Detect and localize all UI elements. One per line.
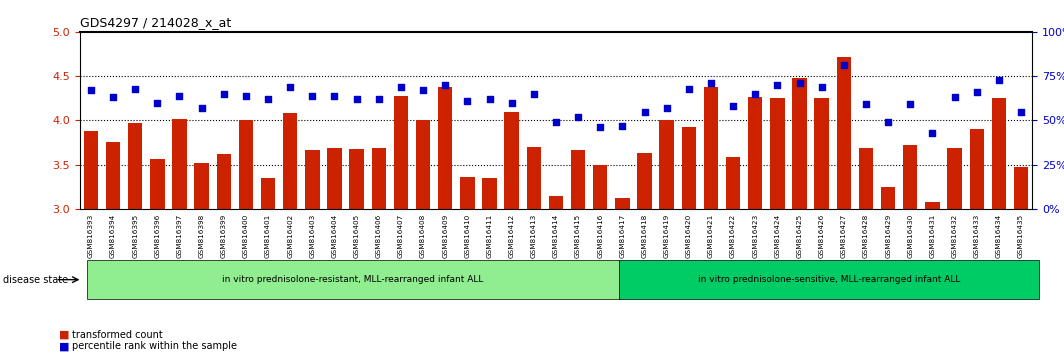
Point	[902, 102, 919, 107]
Bar	[549, 196, 563, 209]
Bar	[504, 112, 519, 209]
Bar	[637, 153, 652, 209]
Bar	[748, 97, 763, 209]
Point	[659, 105, 676, 111]
Point	[725, 103, 742, 109]
Point	[968, 89, 985, 95]
Bar	[438, 87, 452, 209]
Point	[282, 84, 299, 90]
Point	[459, 98, 476, 104]
Text: disease state: disease state	[3, 275, 68, 285]
Bar	[660, 120, 674, 209]
Point	[569, 114, 586, 120]
Bar	[703, 87, 718, 209]
Bar	[172, 120, 186, 209]
Bar	[1014, 167, 1028, 209]
Text: in vitro prednisolone-sensitive, MLL-rearranged infant ALL: in vitro prednisolone-sensitive, MLL-rea…	[698, 275, 960, 284]
Point	[946, 95, 963, 100]
Text: ■: ■	[59, 330, 69, 339]
Point	[436, 82, 453, 88]
Bar	[84, 131, 98, 209]
Bar	[859, 148, 874, 209]
Bar	[793, 78, 807, 209]
Point	[481, 96, 498, 102]
Bar	[238, 120, 253, 209]
Bar	[416, 120, 430, 209]
Bar	[261, 178, 276, 209]
Point	[215, 91, 232, 97]
Bar	[217, 154, 231, 209]
Bar	[615, 198, 630, 209]
Point	[702, 80, 719, 86]
Point	[791, 80, 808, 86]
Bar	[682, 127, 696, 209]
Point	[858, 102, 875, 107]
Point	[880, 119, 897, 125]
Bar	[593, 165, 608, 209]
Bar	[394, 96, 409, 209]
Point	[614, 123, 631, 129]
Bar	[105, 143, 120, 209]
Point	[370, 96, 387, 102]
Text: percentile rank within the sample: percentile rank within the sample	[72, 341, 237, 351]
Point	[237, 93, 254, 98]
Bar	[460, 177, 475, 209]
Point	[82, 87, 99, 93]
Point	[592, 125, 609, 130]
Point	[680, 86, 697, 91]
Bar	[527, 147, 541, 209]
Bar	[128, 123, 143, 209]
Text: GDS4297 / 214028_x_at: GDS4297 / 214028_x_at	[80, 16, 231, 29]
Bar	[195, 163, 209, 209]
Bar	[926, 202, 940, 209]
Point	[503, 100, 520, 105]
Point	[171, 93, 188, 98]
Bar	[305, 150, 319, 209]
Point	[326, 93, 343, 98]
Bar	[992, 98, 1007, 209]
Point	[924, 130, 941, 136]
Bar	[815, 98, 829, 209]
Bar	[349, 149, 364, 209]
Bar	[969, 129, 984, 209]
Bar	[150, 159, 165, 209]
Point	[104, 95, 121, 100]
Point	[813, 84, 830, 90]
Point	[193, 105, 210, 111]
Point	[835, 63, 852, 68]
Bar	[571, 150, 585, 209]
Bar	[482, 178, 497, 209]
Point	[1013, 109, 1030, 114]
Point	[769, 82, 786, 88]
Bar	[371, 148, 386, 209]
Point	[747, 91, 764, 97]
Bar	[836, 57, 851, 209]
Point	[149, 100, 166, 105]
Point	[991, 77, 1008, 82]
Text: ■: ■	[59, 341, 69, 351]
Bar	[726, 157, 741, 209]
Text: transformed count: transformed count	[72, 330, 163, 339]
Point	[127, 86, 144, 91]
Bar	[881, 187, 895, 209]
Point	[415, 87, 432, 93]
Text: in vitro prednisolone-resistant, MLL-rearranged infant ALL: in vitro prednisolone-resistant, MLL-rea…	[222, 275, 484, 284]
Point	[636, 109, 653, 114]
Bar	[328, 148, 342, 209]
Bar	[770, 98, 784, 209]
Point	[304, 93, 321, 98]
Bar	[903, 145, 917, 209]
Point	[547, 119, 564, 125]
Bar	[947, 148, 962, 209]
Bar	[283, 113, 297, 209]
Point	[260, 96, 277, 102]
Point	[526, 91, 543, 97]
Point	[393, 84, 410, 90]
Point	[348, 96, 365, 102]
